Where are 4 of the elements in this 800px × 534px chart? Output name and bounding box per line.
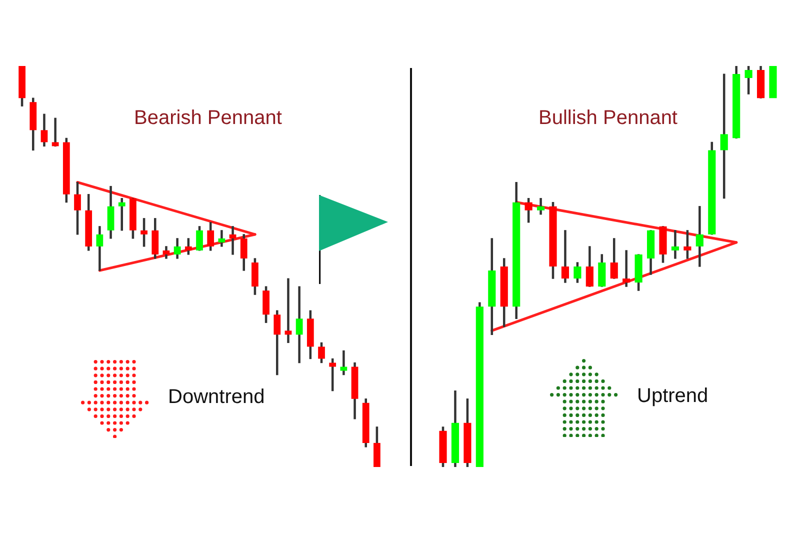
annotation: Downtrend (168, 385, 265, 409)
text: Bearish Pennant (134, 106, 282, 130)
text: Bullish Pennant (538, 106, 678, 130)
annotation: Uptrend (637, 384, 708, 408)
